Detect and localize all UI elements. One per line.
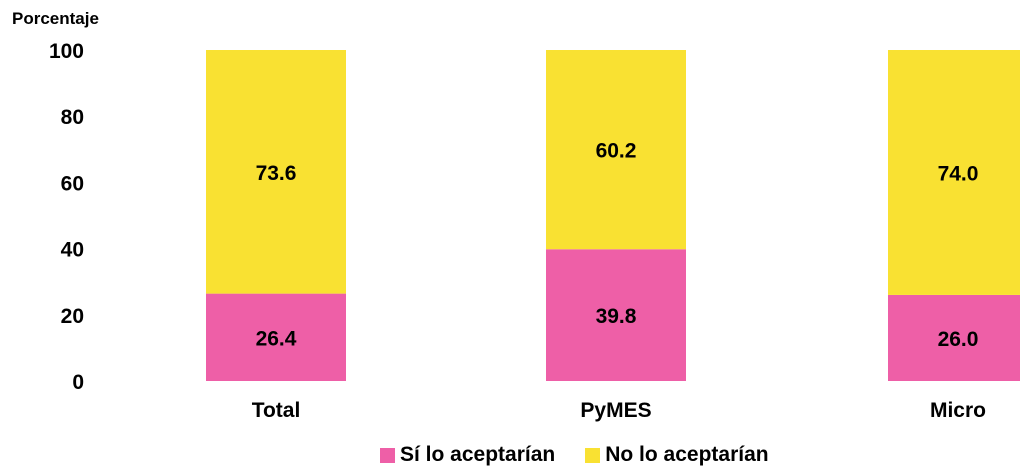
data-label: 60.2: [596, 140, 637, 163]
y-tick-label: 20: [61, 305, 84, 328]
x-tick-label: Total: [252, 399, 301, 422]
legend-swatch-no: [585, 447, 601, 463]
data-label: 26.0: [938, 328, 979, 351]
y-axis-title: Porcentaje: [12, 9, 99, 28]
data-labels: 26.4 73.6 39.8 60.2 26.0 74.0: [256, 140, 979, 351]
y-tick-label: 60: [61, 172, 84, 195]
legend-item-no: No lo aceptarían: [585, 443, 769, 467]
x-tick-label: PyMES: [580, 399, 651, 422]
data-label: 74.0: [938, 162, 979, 185]
bar-segment-pymes-si: [546, 249, 686, 381]
y-axis-ticks: 0 20 40 60 80 100: [49, 40, 84, 394]
bars: [206, 50, 1020, 381]
bar-segment-micro-no: [888, 50, 1020, 295]
y-tick-label: 40: [61, 239, 84, 262]
data-label: 26.4: [256, 327, 297, 350]
bar-segment-total-si: [206, 293, 346, 381]
legend-swatch-si: [380, 447, 395, 463]
legend: Sí lo aceptarían No lo aceptarían: [380, 443, 799, 467]
legend-label-no: No lo aceptarían: [605, 443, 769, 466]
data-label: 39.8: [596, 305, 637, 328]
legend-item-si: Sí lo aceptarían: [380, 443, 555, 467]
legend-label-si: Sí lo aceptarían: [400, 443, 556, 466]
bar-segment-pymes-no: [546, 50, 686, 250]
bar-segment-total-no: [206, 50, 346, 294]
y-tick-label: 0: [72, 371, 84, 394]
x-axis-ticks: Total PyMES Micro: [252, 399, 986, 422]
y-tick-label: 100: [49, 40, 84, 63]
data-label: 73.6: [256, 162, 297, 185]
y-tick-label: 80: [61, 106, 84, 129]
bar-segment-micro-si: [888, 294, 1020, 381]
x-tick-label: Micro: [930, 399, 986, 422]
